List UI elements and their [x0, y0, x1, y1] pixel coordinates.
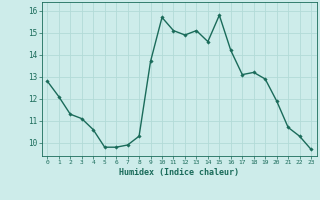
X-axis label: Humidex (Indice chaleur): Humidex (Indice chaleur)	[119, 168, 239, 177]
